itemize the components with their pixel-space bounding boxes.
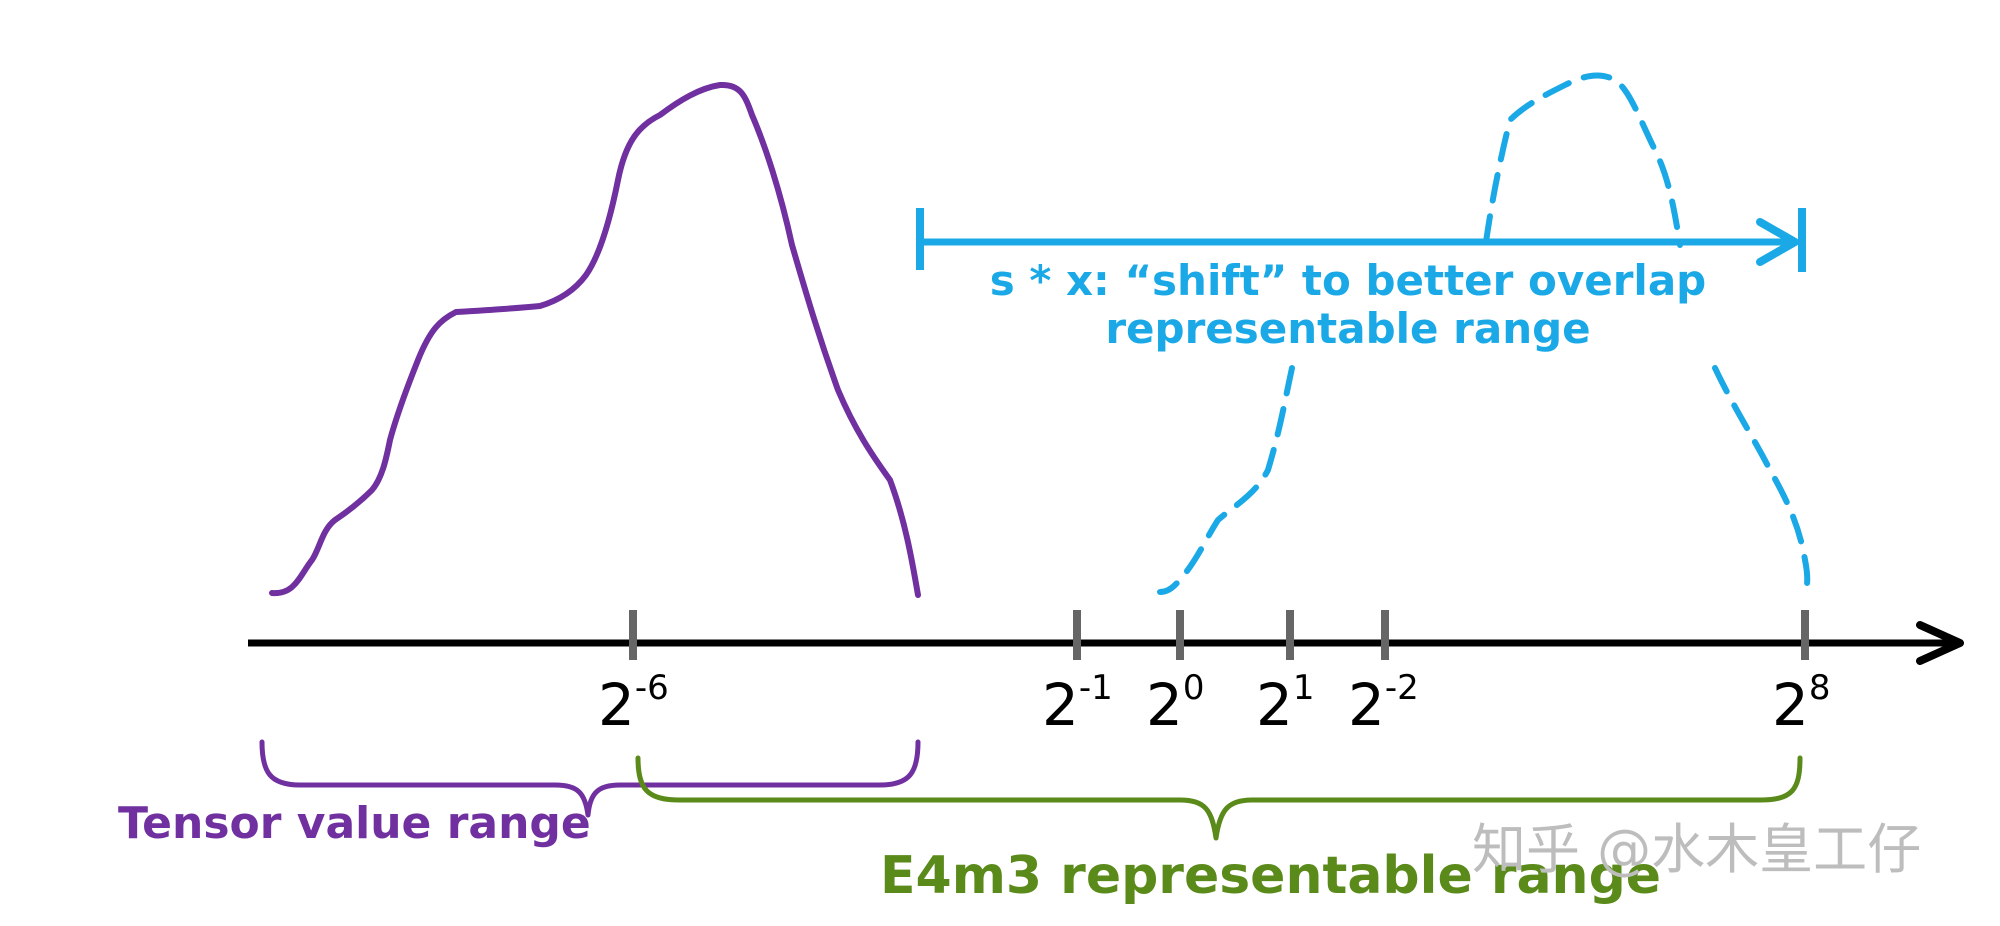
tick-label: 21 xyxy=(1256,668,1315,739)
tick-label: 28 xyxy=(1772,668,1831,739)
tensor-range-brace xyxy=(259,739,921,818)
tensor-distribution-curve xyxy=(269,81,921,598)
tick-label: 2-2 xyxy=(1348,668,1419,739)
tick-label: 2-1 xyxy=(1042,668,1113,739)
shift-annotation-line1: s * x: “shift” to better overlap xyxy=(990,256,1707,305)
e4m3-range-label: E4m3 representable range xyxy=(880,846,1661,906)
shift-arrow-head xyxy=(1756,218,1799,266)
tensor-range-label: Tensor value range xyxy=(118,798,591,849)
shifted-distribution-curve-left xyxy=(1157,365,1295,595)
tick-label: 20 xyxy=(1146,668,1205,739)
shifted-distribution-curve-top xyxy=(1483,72,1683,248)
watermark: 知乎 @水木皇工仔 xyxy=(1472,818,1921,881)
shift-annotation-line2: representable range xyxy=(1105,304,1590,353)
shifted-distribution-curve-right xyxy=(1712,365,1811,595)
number-line-arrowhead xyxy=(1916,621,1964,665)
tick-label: 2-6 xyxy=(598,668,669,739)
e4m3-range-brace xyxy=(635,755,1803,841)
